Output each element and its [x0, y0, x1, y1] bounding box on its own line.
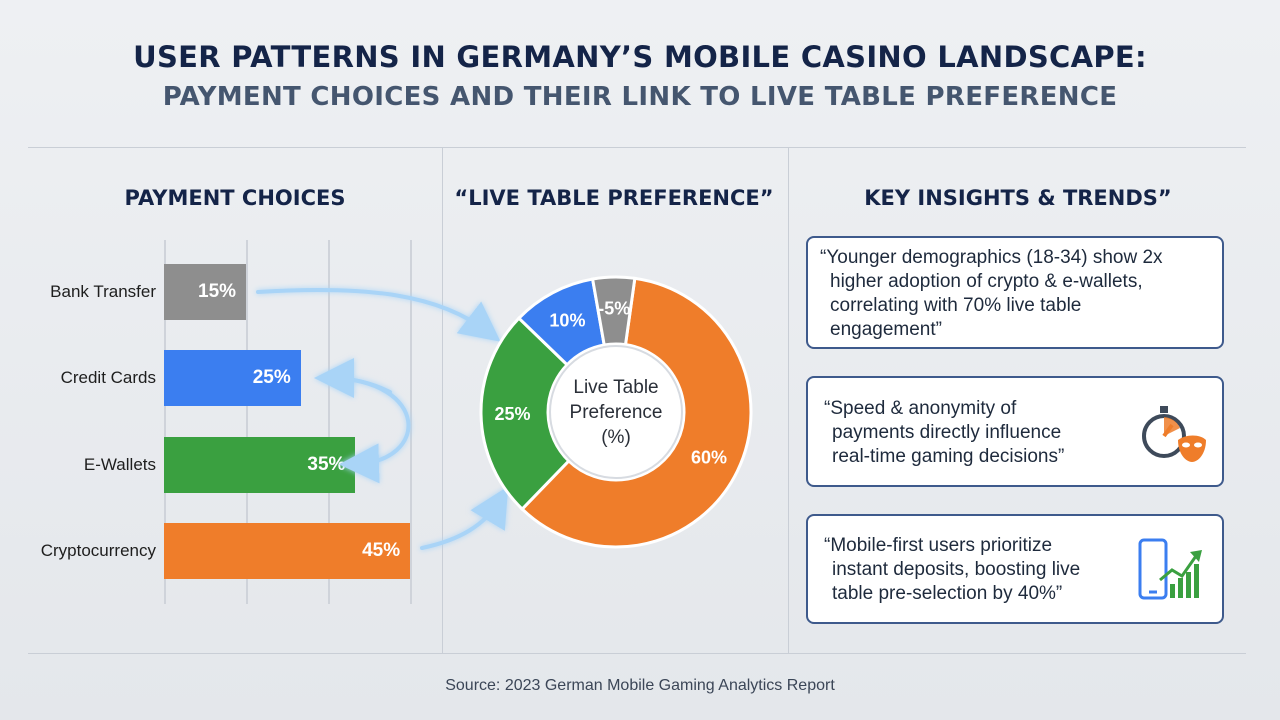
donut-slice-label: -5% [598, 299, 630, 319]
bar-grid-line [410, 240, 412, 604]
column-divider-right [788, 148, 789, 653]
top-divider [28, 147, 1246, 148]
insight-1-line-1: “Younger demographics (18-34) show 2x [820, 247, 1163, 268]
bar-value-label: 25% [252, 367, 291, 388]
bar [164, 523, 411, 579]
arrow-credit-head [314, 358, 392, 399]
donut-slice-label: 60% [691, 447, 727, 467]
live-section-heading: “LIVE TABLE PREFERENCE” [454, 186, 774, 210]
phone-growth-chart-icon [1138, 538, 1202, 600]
insight-text-3: “Mobile-first users prioritize instant d… [824, 534, 1080, 606]
arrow-bank-to-donut [256, 287, 501, 342]
donut-slice [590, 275, 637, 347]
bar-value-label: 15% [198, 281, 237, 302]
bar-grid-line [328, 240, 330, 604]
donut-center-label: Live Table [573, 377, 658, 398]
bar [164, 350, 301, 406]
insight-2-line-3: real-time gaming decisions” [832, 446, 1065, 467]
bar-category-label: Cryptocurrency [40, 541, 156, 560]
bottom-divider [28, 653, 1246, 654]
title-block: USER PATTERNS IN GERMANY’S MOBILE CASINO… [0, 40, 1280, 112]
bar [164, 264, 247, 320]
insight-text-2: “Speed & anonymity of payments directly … [824, 397, 1064, 469]
arrow-credit-ewallet-loop [328, 376, 411, 484]
bar-category-label: E-Wallets [83, 455, 156, 474]
bar-value-label: 45% [362, 540, 401, 561]
source-note: Source: 2023 German Mobile Gaming Analyt… [445, 677, 835, 694]
insight-3-line-3: table pre-selection by 40%” [832, 583, 1063, 604]
insight-card-3: “Mobile-first users prioritize instant d… [806, 514, 1224, 624]
insight-1-line-3: correlating with 70% live table [830, 295, 1082, 316]
insight-2-line-2: payments directly influence [832, 422, 1062, 443]
column-divider-left [442, 148, 443, 653]
main-title: USER PATTERNS IN GERMANY’S MOBILE CASINO… [133, 40, 1147, 74]
donut-center [549, 345, 683, 479]
donut-slice [520, 276, 753, 549]
bar-grid-line [164, 240, 166, 604]
donut-slice-label: 10% [549, 311, 585, 331]
donut-slice [479, 316, 571, 512]
insight-card-2: “Speed & anonymity of payments directly … [806, 376, 1224, 487]
insight-1-line-2: higher adoption of crypto & e-wallets, [830, 271, 1143, 292]
bar-value-label: 35% [307, 454, 346, 475]
insight-text-1: “Younger demographics (18-34) show 2x hi… [820, 246, 1163, 342]
insight-3-line-1: “Mobile-first users prioritize [824, 535, 1053, 556]
bar-category-label: Bank Transfer [50, 282, 156, 301]
bar-grid-line [246, 240, 248, 604]
insight-2-line-1: “Speed & anonymity of [824, 398, 1017, 419]
live-table-donut: 60% 25% 10% -5% Live Table Preference (%) [479, 275, 753, 549]
bar-category-label: Credit Cards [60, 368, 156, 387]
insight-card-1: “Younger demographics (18-34) show 2x hi… [806, 236, 1224, 349]
subtitle: PAYMENT CHOICES AND THEIR LINK TO LIVE T… [162, 82, 1118, 112]
insight-1-line-4: engagement” [830, 319, 942, 340]
donut-center-label: Preference [570, 402, 663, 423]
stopwatch-mask-icon [1142, 406, 1206, 462]
donut-center-label: (%) [601, 427, 631, 448]
bar [164, 437, 356, 493]
insights-section-heading: KEY INSIGHTS & TRENDS” [864, 186, 1172, 210]
donut-slice-label: 25% [494, 404, 530, 424]
insight-3-line-2: instant deposits, boosting live [832, 559, 1081, 580]
arrow-crypto-to-donut [420, 486, 509, 550]
payment-section-heading: PAYMENT CHOICES [124, 186, 346, 210]
